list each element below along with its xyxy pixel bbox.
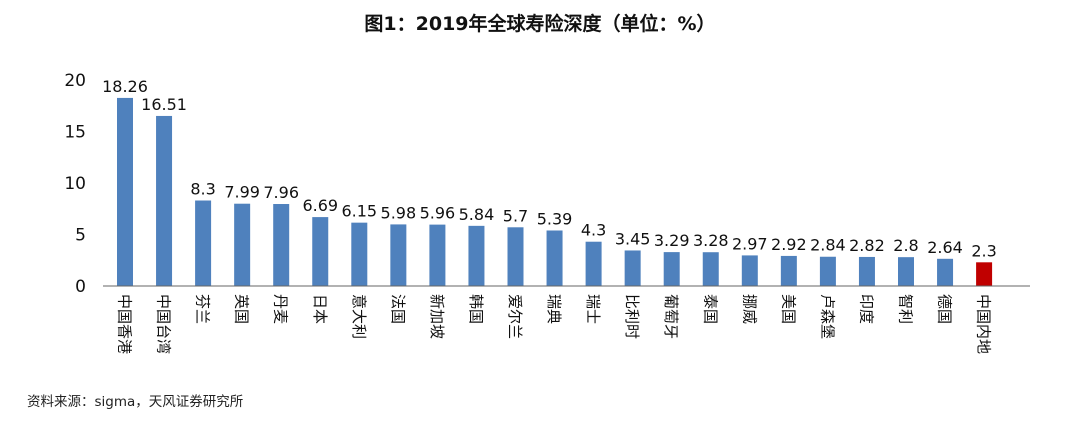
- source-note: 资料来源：sigma，天风证券研究所: [27, 394, 244, 410]
- category-label: 葡萄牙: [662, 294, 680, 339]
- bar: [351, 222, 368, 286]
- y-axis: 0 5 10 15 20: [64, 71, 86, 297]
- data-label: 7.96: [263, 183, 299, 202]
- category-label: 德国: [936, 294, 954, 324]
- bar: [702, 252, 719, 286]
- bar: [117, 97, 133, 286]
- data-label: 18.26: [102, 77, 148, 96]
- category-label: 美国: [779, 294, 797, 324]
- bar: [585, 241, 602, 286]
- category-label: 意大利: [350, 294, 368, 339]
- data-label: 8.3: [190, 180, 215, 199]
- data-label: 7.99: [224, 183, 260, 202]
- y-tick-label: 10: [64, 174, 86, 194]
- bar: [273, 204, 290, 286]
- data-label: 16.51: [141, 95, 187, 114]
- category-label: 挪威: [740, 294, 758, 324]
- data-label: 6.15: [341, 202, 377, 221]
- category-label: 中国香港: [116, 294, 134, 354]
- category-label: 泰国: [701, 294, 719, 324]
- category-label: 日本: [311, 294, 329, 324]
- data-label: 2.97: [732, 234, 768, 253]
- category-label: 智利: [897, 294, 915, 324]
- bar: [741, 255, 758, 286]
- bar: [234, 203, 251, 286]
- category-label: 瑞士: [584, 294, 602, 324]
- bar: [898, 257, 914, 286]
- bar: [312, 217, 329, 286]
- bar: [195, 200, 212, 286]
- bar: [780, 255, 797, 286]
- category-label: 韩国: [467, 294, 485, 324]
- data-label: 5.96: [420, 204, 456, 223]
- chart-title: 图1：2019年全球寿险深度（单位：%）: [364, 13, 716, 35]
- category-label: 比利时: [623, 294, 641, 339]
- data-label: 5.84: [459, 205, 495, 224]
- bar: [663, 252, 680, 286]
- data-label: 5.7: [503, 206, 528, 225]
- data-label: 5.98: [381, 203, 417, 222]
- data-label: 2.92: [771, 235, 807, 254]
- bars-group: [117, 97, 993, 287]
- category-label: 爱尔兰: [506, 294, 524, 339]
- data-label: 6.69: [302, 196, 338, 215]
- y-tick-label: 15: [64, 123, 86, 143]
- bar: [819, 256, 836, 286]
- bar: [858, 256, 875, 286]
- data-label: 5.39: [537, 209, 573, 228]
- category-labels-group: 中国香港 中国台湾 芬兰 英国 丹麦 日本 意大利 法国 新加坡 韩国 爱尔兰 瑞典 瑞士 比利时 葡萄牙 泰…: [116, 294, 993, 354]
- data-label: 2.82: [849, 236, 885, 255]
- category-label: 印度: [857, 294, 875, 324]
- bar: [429, 224, 446, 286]
- bar: [937, 258, 954, 286]
- bar: [976, 262, 993, 286]
- category-label: 法国: [389, 294, 407, 324]
- data-label: 2.64: [927, 238, 963, 257]
- category-label: 中国台湾: [155, 294, 173, 354]
- data-label: 2.84: [810, 236, 846, 255]
- category-label: 英国: [233, 294, 251, 324]
- category-label: 瑞典: [545, 294, 563, 324]
- data-label: 2.8: [893, 236, 918, 255]
- data-label: 3.29: [654, 231, 690, 250]
- category-label: 芬兰: [194, 294, 212, 324]
- data-label: 3.28: [693, 231, 729, 250]
- data-label: 4.3: [581, 221, 606, 240]
- bar: [468, 225, 485, 286]
- category-label: 丹麦: [272, 294, 290, 324]
- data-label: 2.3: [971, 241, 996, 260]
- bar: [507, 227, 524, 286]
- category-label: 卢森堡: [818, 294, 836, 339]
- data-label: 3.45: [615, 229, 651, 248]
- bar: [390, 224, 407, 286]
- y-tick-label: 0: [75, 277, 86, 297]
- y-tick-label: 5: [75, 226, 86, 246]
- category-label: 中国内地: [975, 294, 993, 354]
- bar: [546, 230, 563, 286]
- category-label: 新加坡: [428, 294, 446, 339]
- bar: [624, 250, 641, 286]
- y-tick-label: 20: [64, 71, 86, 91]
- bar: [156, 115, 173, 287]
